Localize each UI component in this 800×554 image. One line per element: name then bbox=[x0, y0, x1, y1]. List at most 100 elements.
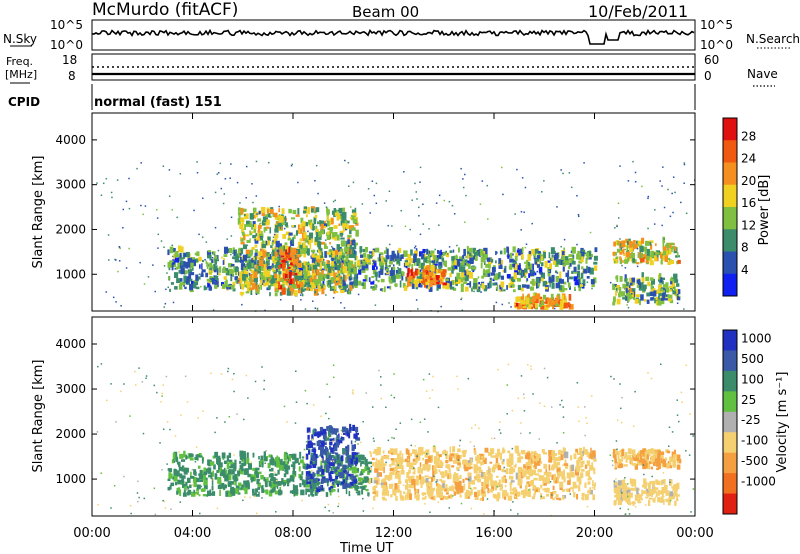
echo-cell bbox=[255, 493, 260, 497]
echo-cell bbox=[310, 223, 313, 230]
echo-cell bbox=[328, 425, 332, 432]
echo-cell bbox=[472, 282, 478, 289]
echo-point bbox=[647, 197, 649, 200]
echo-point bbox=[634, 171, 637, 174]
echo-cell bbox=[339, 230, 344, 234]
echo-cell bbox=[413, 467, 416, 475]
freq-label-1: Freq. bbox=[6, 55, 33, 68]
echo-cell bbox=[250, 251, 253, 257]
echo-cell bbox=[331, 218, 334, 224]
echo-cell bbox=[484, 447, 489, 453]
echo-point bbox=[609, 281, 612, 284]
echo-cell bbox=[246, 239, 251, 243]
echo-cell bbox=[324, 275, 326, 279]
echo-cell bbox=[341, 252, 345, 259]
echo-cell bbox=[305, 444, 309, 450]
echo-cell bbox=[224, 281, 228, 287]
echo-cell bbox=[385, 246, 388, 253]
echo-cell bbox=[581, 492, 585, 497]
echo-cell bbox=[289, 490, 294, 494]
echo-cell bbox=[390, 274, 395, 280]
echo-point bbox=[372, 406, 374, 408]
echo-point bbox=[428, 397, 431, 399]
echo-cell bbox=[632, 282, 635, 285]
echo-cell bbox=[321, 454, 324, 459]
echo-cell bbox=[638, 450, 641, 454]
echo-point bbox=[626, 483, 629, 485]
echo-point bbox=[528, 266, 530, 268]
echo-cell bbox=[338, 223, 341, 227]
echo-cell bbox=[527, 490, 531, 497]
echo-cell bbox=[421, 252, 423, 260]
echo-point bbox=[317, 293, 319, 296]
echo-cell bbox=[514, 445, 519, 453]
echo-point bbox=[265, 450, 267, 452]
echo-cell bbox=[200, 273, 204, 278]
echo-cell bbox=[655, 257, 659, 262]
echo-cell bbox=[230, 263, 235, 267]
echo-cell bbox=[445, 459, 448, 464]
echo-cell bbox=[224, 267, 229, 271]
echo-point bbox=[422, 223, 424, 225]
echo-cell bbox=[446, 487, 449, 495]
echo-cell bbox=[251, 246, 255, 251]
echo-cell bbox=[307, 476, 311, 480]
echo-cell bbox=[501, 468, 505, 473]
echo-cell bbox=[464, 270, 467, 274]
echo-cell bbox=[292, 281, 295, 288]
echo-cell bbox=[671, 283, 676, 289]
echo-point bbox=[304, 456, 307, 459]
echo-cell bbox=[219, 489, 221, 496]
echo-cell bbox=[265, 489, 269, 495]
echo-cell bbox=[294, 275, 300, 282]
echo-cell bbox=[294, 489, 299, 495]
echo-cell bbox=[626, 281, 629, 287]
echo-cell bbox=[626, 497, 631, 505]
echo-point bbox=[523, 397, 525, 399]
echo-cell bbox=[556, 295, 560, 302]
echo-cell bbox=[378, 472, 383, 477]
echo-cell bbox=[287, 273, 291, 281]
echo-cell bbox=[379, 288, 383, 291]
echo-cell bbox=[306, 248, 310, 256]
echo-cell bbox=[664, 255, 668, 262]
echo-cell bbox=[346, 473, 352, 477]
echo-point bbox=[380, 384, 382, 386]
echo-cell bbox=[650, 448, 654, 455]
echo-cell bbox=[562, 447, 565, 454]
echo-cell bbox=[260, 455, 264, 461]
echo-cell bbox=[304, 279, 308, 283]
echo-cell bbox=[309, 266, 312, 271]
echo-cell bbox=[376, 480, 378, 485]
echo-cell bbox=[336, 466, 340, 470]
echo-cell bbox=[326, 451, 330, 459]
echo-cell bbox=[248, 259, 253, 263]
echo-cell bbox=[305, 265, 308, 273]
echo-cell bbox=[328, 445, 332, 450]
echo-cell bbox=[647, 449, 653, 453]
echo-point bbox=[358, 480, 360, 483]
echo-point bbox=[139, 261, 141, 264]
echo-cell bbox=[445, 283, 450, 290]
echo-cell bbox=[612, 448, 618, 454]
echo-cell bbox=[524, 485, 528, 492]
echo-cell bbox=[259, 234, 263, 239]
echo-cell bbox=[487, 488, 490, 494]
echo-point bbox=[582, 494, 585, 497]
echo-cell bbox=[316, 487, 321, 493]
echo-cell bbox=[320, 257, 324, 262]
echo-cell bbox=[368, 254, 373, 259]
echo-cell bbox=[673, 486, 678, 492]
echo-cell bbox=[239, 256, 245, 263]
echo-point bbox=[136, 492, 139, 494]
echo-cell bbox=[569, 303, 571, 308]
echo-cell bbox=[167, 478, 171, 482]
echo-cell bbox=[266, 280, 270, 286]
echo-cell bbox=[358, 267, 361, 270]
echo-cell bbox=[214, 255, 217, 260]
echo-point bbox=[562, 262, 565, 265]
echo-cell bbox=[311, 442, 313, 449]
echo-cell bbox=[391, 462, 394, 466]
echo-cell bbox=[346, 276, 349, 280]
echo-cell bbox=[444, 450, 448, 456]
